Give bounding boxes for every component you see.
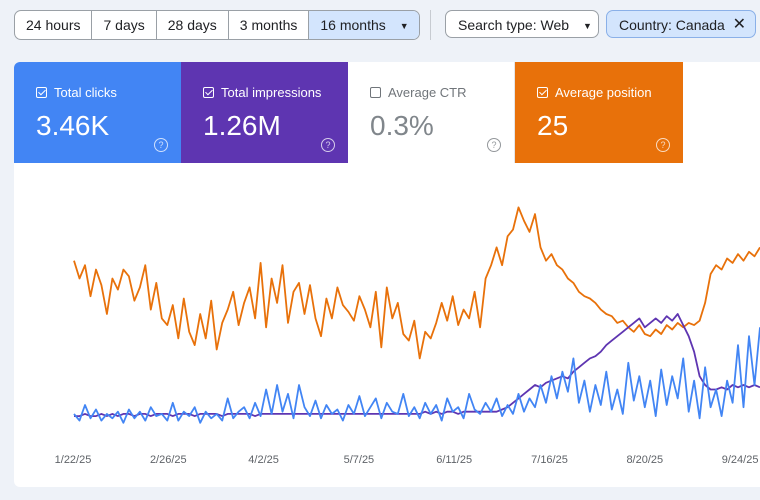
range-24-hours-button[interactable]: 24 hours [15, 11, 93, 39]
metric-label: Total impressions [221, 85, 322, 100]
search-type-label: Search type: Web [458, 17, 570, 33]
range-16-months-button[interactable]: 16 months ▼ [309, 11, 419, 39]
metric-average-position-header: Average position [537, 85, 683, 100]
checkbox-icon[interactable] [36, 87, 47, 98]
country-filter-chip[interactable]: Country: Canada ✕ [606, 10, 756, 38]
metric-label: Average position [555, 85, 652, 100]
x-tick-label: 1/22/25 [55, 454, 92, 466]
range-3-months-button[interactable]: 3 months [229, 11, 310, 39]
x-tick-label: 4/2/25 [248, 454, 279, 466]
toolbar: 24 hours 7 days 28 days 3 months 16 mont… [0, 0, 760, 50]
toolbar-divider [430, 10, 431, 40]
x-tick-label: 9/24/25 [722, 454, 759, 466]
x-tick-label: 7/16/25 [531, 454, 568, 466]
search-type-dropdown[interactable]: Search type: Web ▼ [445, 10, 599, 38]
country-filter-label: Country: Canada [619, 17, 725, 33]
date-range-selector: 24 hours 7 days 28 days 3 months 16 mont… [14, 10, 420, 40]
range-16-months-label: 16 months [320, 17, 386, 33]
x-tick-label: 2/26/25 [150, 454, 187, 466]
checkbox-icon[interactable] [537, 87, 548, 98]
metric-value: 1.26M [203, 110, 281, 141]
series-line-total-clicks [73, 327, 760, 424]
caret-down-icon: ▼ [583, 21, 592, 31]
metric-average-position[interactable]: Average position 25 ? [515, 62, 683, 163]
metric-total-impressions-header: Total impressions [203, 85, 348, 100]
metric-total-clicks-header: Total clicks [36, 85, 181, 100]
metric-average-ctr-header: Average CTR [370, 85, 514, 100]
help-circle-icon[interactable]: ? [487, 138, 501, 152]
help-circle-icon[interactable]: ? [154, 138, 168, 152]
metric-label: Average CTR [388, 85, 467, 100]
help-circle-icon[interactable]: ? [656, 138, 670, 152]
checkbox-icon[interactable] [203, 87, 214, 98]
metric-average-ctr[interactable]: Average CTR 0.3% ? [348, 62, 515, 163]
x-tick-label: 6/11/25 [436, 454, 472, 466]
help-circle-icon[interactable]: ? [321, 138, 335, 152]
performance-card: Total clicks 3.46K ? Total impressions 1… [14, 62, 760, 487]
range-7-days-button[interactable]: 7 days [92, 11, 157, 39]
metric-label: Total clicks [54, 85, 117, 100]
metric-total-impressions[interactable]: Total impressions 1.26M ? [181, 62, 348, 163]
x-tick-label: 5/7/25 [344, 454, 375, 466]
metric-value: 25 [537, 110, 569, 141]
range-28-days-button[interactable]: 28 days [157, 11, 229, 39]
series-line-average-position [73, 206, 760, 360]
close-icon[interactable]: ✕ [732, 16, 746, 33]
metric-value: 3.46K [36, 110, 110, 141]
checkbox-icon[interactable] [370, 87, 381, 98]
caret-down-icon: ▼ [399, 21, 409, 31]
metric-total-clicks[interactable]: Total clicks 3.46K ? [14, 62, 181, 163]
metric-value: 0.3% [370, 110, 434, 141]
x-tick-label: 8/20/25 [626, 454, 663, 466]
performance-chart: 1/22/25 2/26/25 4/2/25 5/7/25 6/11/25 7/16/25… [55, 206, 760, 466]
